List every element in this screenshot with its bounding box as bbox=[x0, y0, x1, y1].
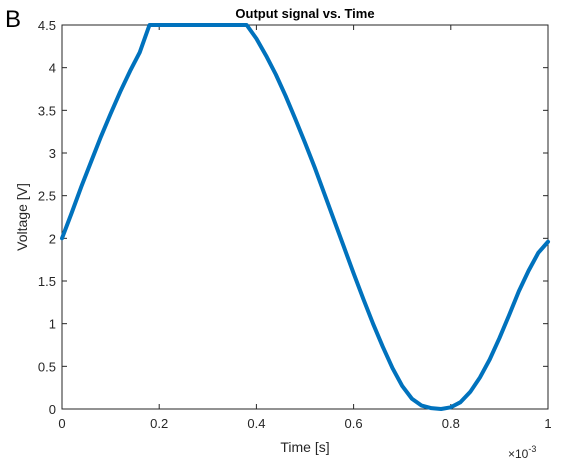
x-axis-label: Time [s] bbox=[280, 439, 329, 455]
x-tick-labels: 0 0.2 0.4 0.6 0.8 1 bbox=[58, 416, 551, 431]
plot-area bbox=[61, 24, 549, 410]
x-tick-label: 0.4 bbox=[247, 416, 265, 431]
y-tick-label: 3 bbox=[49, 146, 56, 161]
y-tick-label: 2 bbox=[49, 231, 56, 246]
panel-label: B bbox=[5, 6, 21, 33]
y-tick-label: 4.5 bbox=[38, 18, 56, 33]
chart-title: Output signal vs. Time bbox=[235, 6, 374, 21]
y-tick-labels: 0 0.5 1 1.5 2 2.5 3 3.5 4 4.5 bbox=[38, 18, 56, 417]
series-line-output-signal bbox=[60, 23, 550, 411]
y-tick-label: 2.5 bbox=[38, 189, 56, 204]
x-tick-label: 0.2 bbox=[150, 416, 168, 431]
x-tick-label: 0.8 bbox=[442, 416, 460, 431]
y-tick-label: 0 bbox=[49, 402, 56, 417]
y-axis-label: Voltage [V] bbox=[14, 183, 30, 251]
x-axis-multiplier: ×10-3 bbox=[508, 444, 536, 461]
y-tick-label: 3.5 bbox=[38, 103, 56, 118]
y-tick-label: 1 bbox=[49, 317, 56, 332]
x-tick-label: 0 bbox=[58, 416, 65, 431]
x-axis-multiplier-exponent: -3 bbox=[528, 444, 536, 454]
x-tick-label: 0.6 bbox=[345, 416, 363, 431]
axis-ticks bbox=[61, 24, 549, 410]
y-tick-label: 0.5 bbox=[38, 359, 56, 374]
x-axis-multiplier-base: ×10 bbox=[508, 447, 529, 461]
x-tick-label: 1 bbox=[544, 416, 551, 431]
y-tick-label: 1.5 bbox=[38, 274, 56, 289]
y-tick-label: 4 bbox=[49, 61, 56, 76]
